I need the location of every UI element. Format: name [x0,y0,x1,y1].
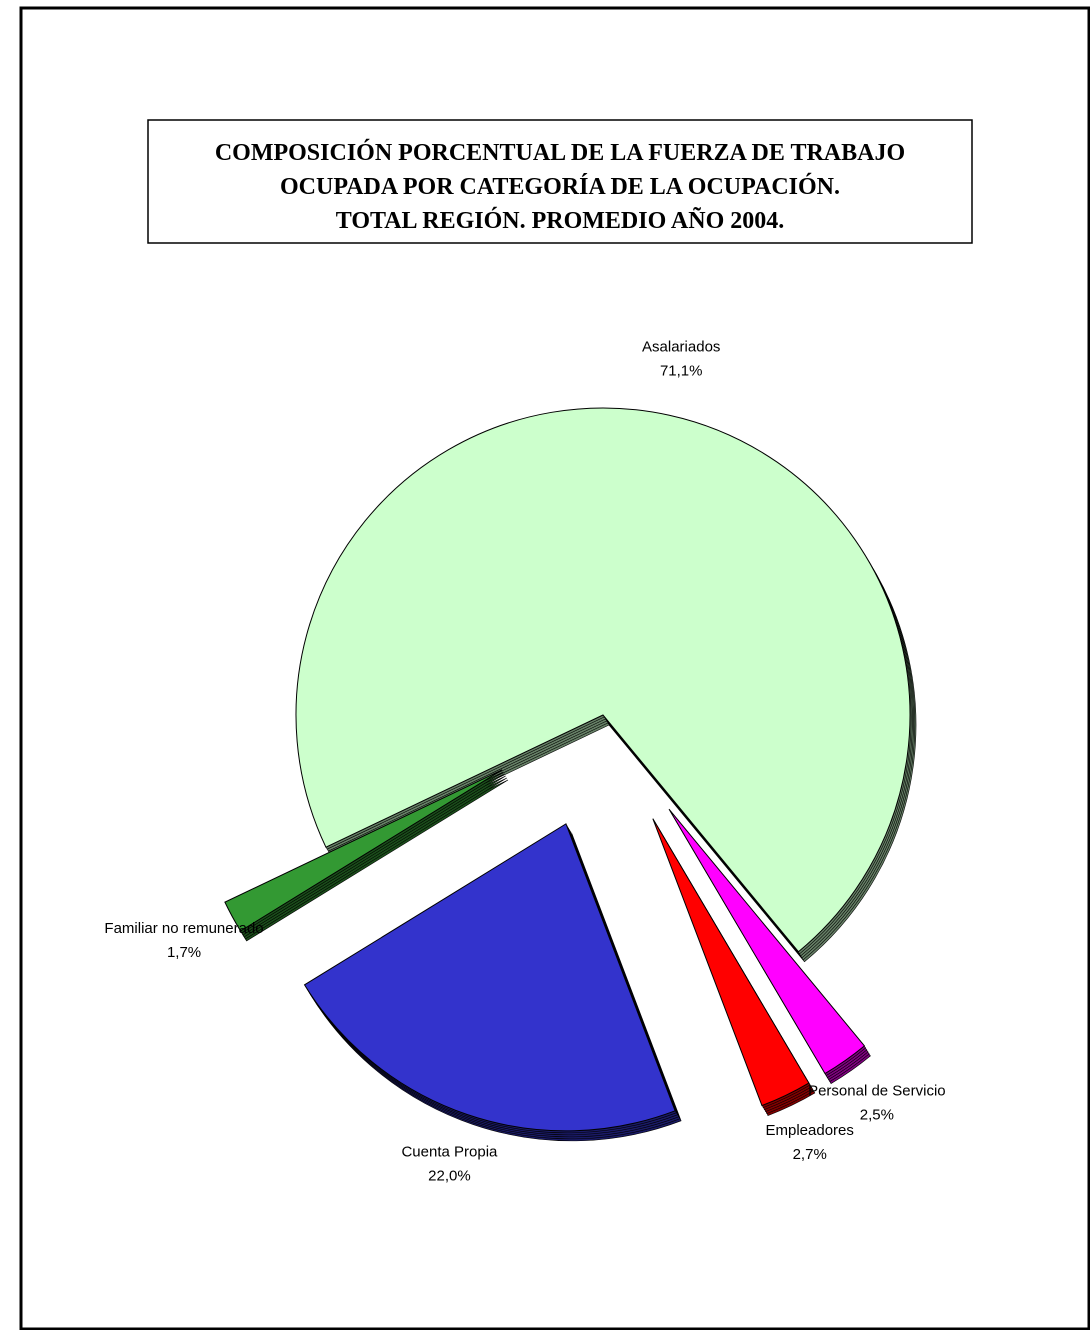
slice-label: Empleadores [766,1122,854,1139]
slice-label: Cuenta Propia [401,1144,498,1161]
title-box [147,119,973,244]
slice-label: Asalariados [642,339,720,356]
chart-title: COMPOSICIÓN PORCENTUAL DE LA FUERZA DE T… [215,139,905,166]
pie-slice [652,818,810,1107]
pie-slice [303,823,676,1132]
slice-label: Personal de Servicio [808,1083,946,1100]
pie-slice [224,769,503,932]
pie-slice [295,407,911,953]
slice-label: Familiar no remunerado [104,920,263,937]
pie-slice [668,808,866,1075]
value-label: 2,5% [860,1107,894,1124]
value-label: 22,0% [428,1168,471,1185]
value-label: 2,7% [793,1146,827,1163]
value-label: 1,7% [167,944,201,961]
chart-title: TOTAL REGIÓN. PROMEDIO AÑO 2004. [336,207,785,234]
chart-title: OCUPADA POR CATEGORÍA DE LA OCUPACIÓN. [280,173,840,200]
value-label: 71,1% [660,363,703,380]
